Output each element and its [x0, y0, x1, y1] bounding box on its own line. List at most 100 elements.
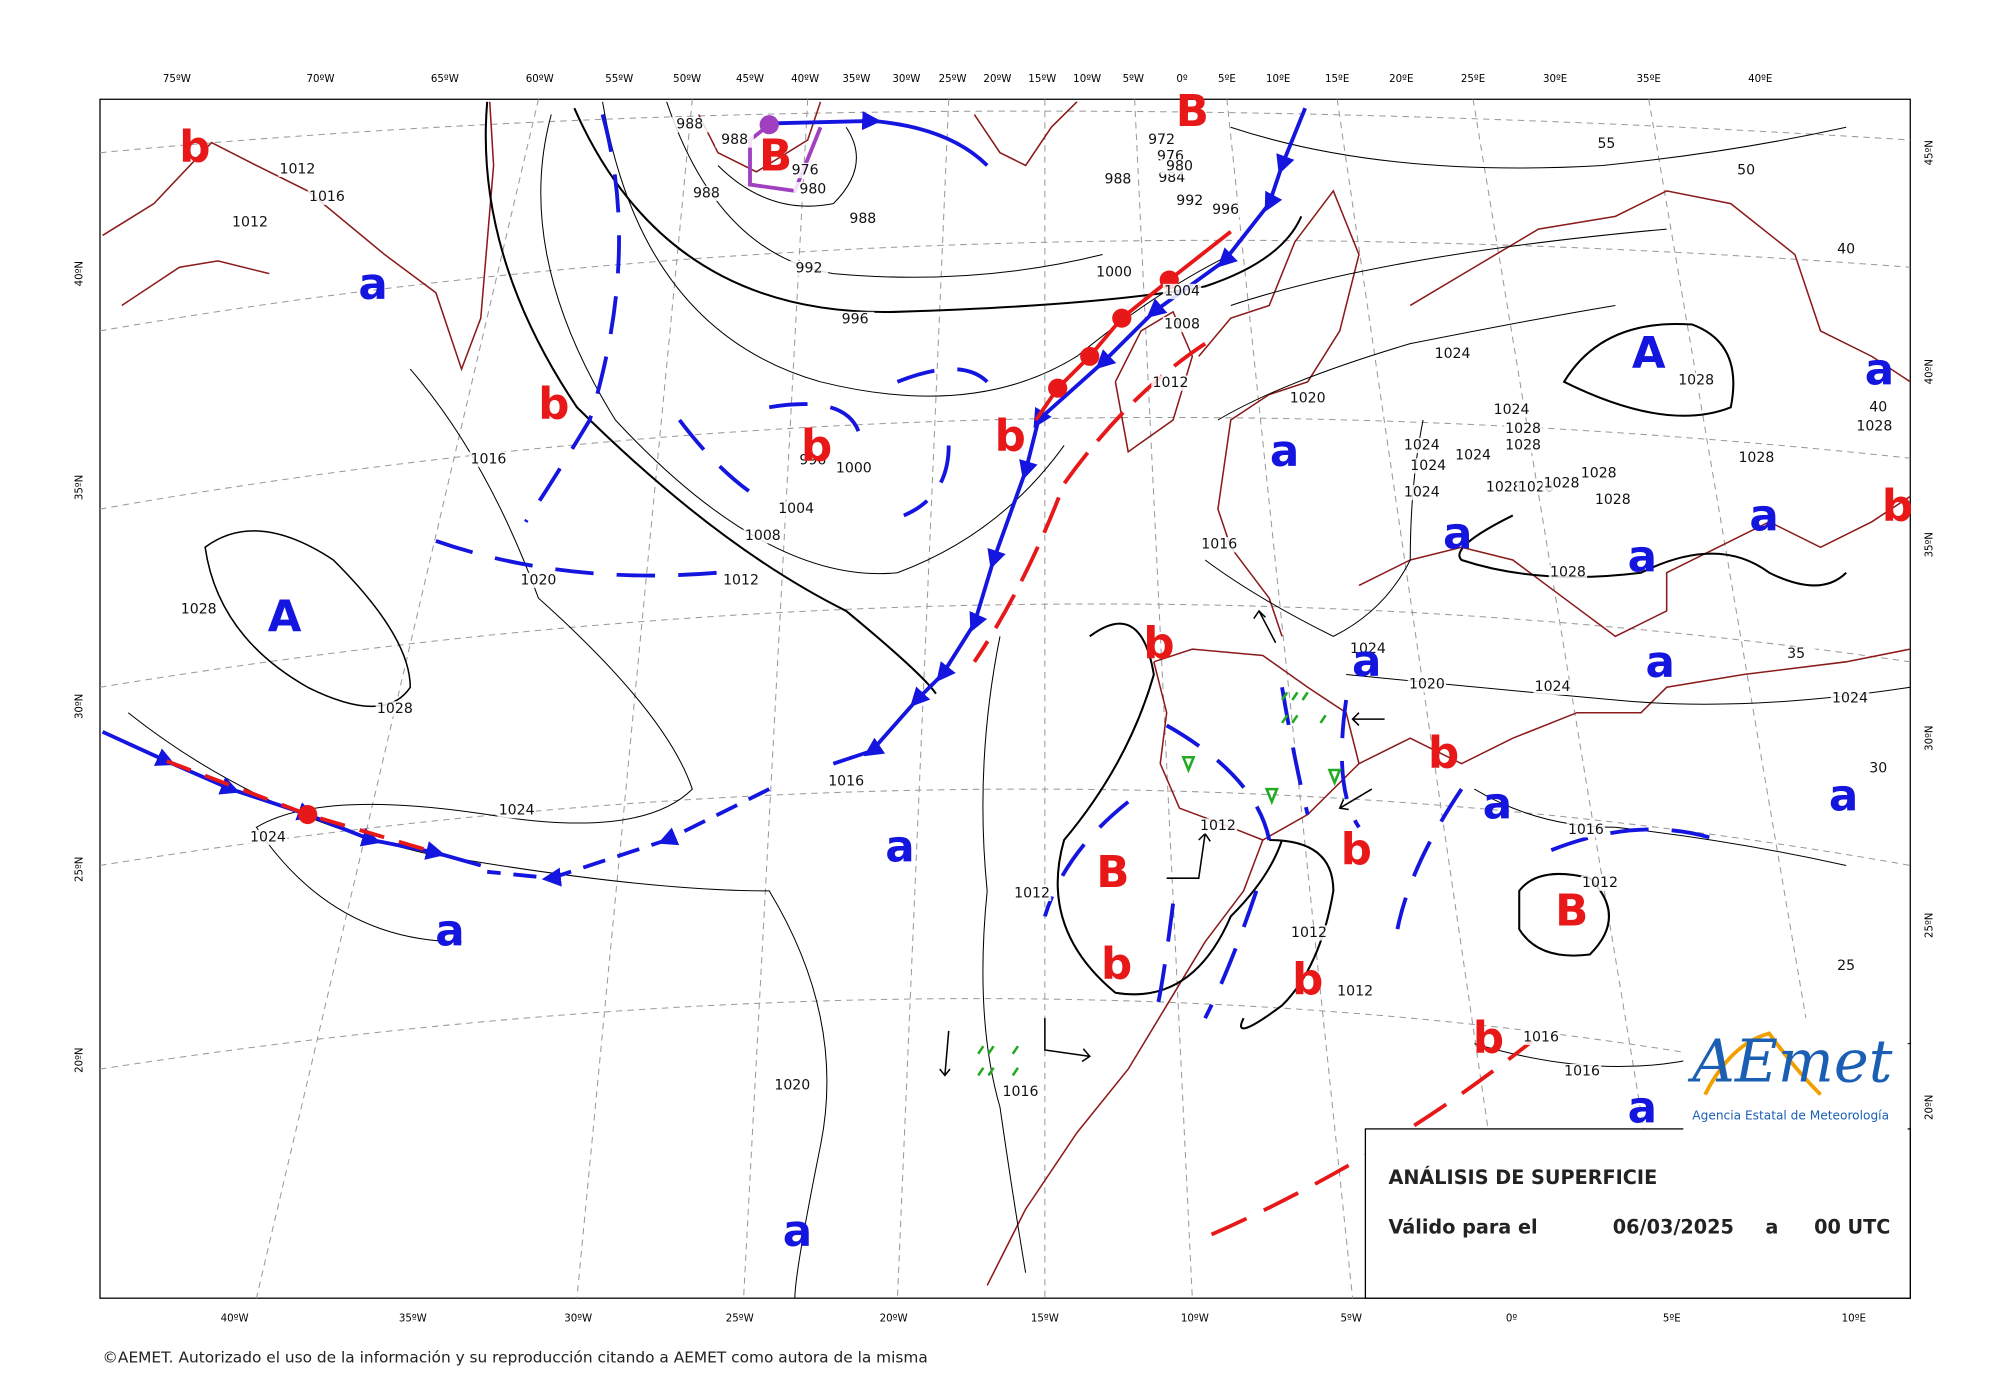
isobar-label-background [1433, 346, 1472, 362]
top-longitude-label: 30ºE [1543, 74, 1567, 85]
isobar-label: 1028 [1544, 476, 1580, 492]
isobar-label-background [1151, 375, 1190, 391]
graticule [99, 99, 1911, 1299]
isobar-label: 1016 [1564, 1064, 1600, 1080]
valid-connector: a [1765, 1216, 1778, 1239]
isobar-label: 1028 [1595, 492, 1631, 508]
isobar-label: 980 [1166, 159, 1193, 175]
right-latitude-label: 20ºN [1924, 1095, 1935, 1120]
isobar-label-background [1402, 437, 1442, 454]
isobar-label-background [1484, 479, 1524, 496]
isobar-label-background [773, 1078, 812, 1094]
top-longitude-label: 70ºW [307, 74, 335, 85]
isobar-label: 1028 [1738, 450, 1774, 466]
info-box [1364, 1128, 1911, 1299]
isobar-label: 1024 [1350, 641, 1386, 657]
isobar-label-background [1206, 202, 1245, 218]
isobar-label: 1012 [1337, 983, 1373, 999]
isobar-label-background [721, 572, 761, 588]
isobar-label: 1016 [309, 189, 345, 205]
top-longitude-label: 35ºW [842, 74, 870, 85]
isobar-label: 1028 [1581, 465, 1617, 481]
isobar-label: 1020 [774, 1078, 810, 1094]
isobar-label-background [375, 701, 415, 717]
pressure-center: a [1483, 780, 1512, 830]
isobar-label-background [519, 572, 558, 588]
top-longitude-label: 0º [1176, 74, 1188, 85]
pressure-center: a [1443, 510, 1472, 560]
left-latitude-label: 30ºN [74, 694, 85, 719]
top-longitude-label: 15ºW [1028, 74, 1056, 85]
bottom-longitude-label: 40ºW [221, 1314, 249, 1325]
left-latitude-label: 35ºN [74, 475, 85, 500]
isobar-label-background [670, 117, 709, 133]
isobar-label-background [1503, 421, 1543, 437]
logo-background [1683, 1018, 1908, 1131]
pressure-center: b [1428, 729, 1459, 779]
isobar-label: 988 [676, 117, 703, 133]
isobar-label-background [1858, 399, 1898, 415]
isobar-label-background [1579, 465, 1618, 482]
isobar-label-background [1737, 450, 1776, 466]
bottom-longitude-label: 5ºW [1341, 1314, 1362, 1325]
isobar-label-background [835, 311, 875, 328]
info-title: ANÁLISIS DE SUPERFICIE [1388, 1166, 1657, 1189]
isobar-label-background [785, 162, 825, 179]
top-longitude-label: 40ºW [791, 74, 819, 85]
top-longitude-label: 30ºW [892, 74, 920, 85]
bottom-longitude-label: 25ºW [726, 1314, 754, 1325]
pressure-center: b [801, 422, 832, 472]
top-longitude-label: 50ºW [673, 74, 701, 85]
isobar-label: 996 [1212, 202, 1239, 218]
isobar-label: 1016 [1003, 1084, 1039, 1100]
isobar-label: 1012 [279, 161, 315, 177]
isobar-label-background [1162, 316, 1202, 333]
isobar-label: 1024 [1832, 691, 1868, 707]
pressure-center: B [1096, 848, 1129, 898]
bottom-longitude-label: 5ºE [1663, 1314, 1681, 1325]
isobar-label: 992 [796, 261, 823, 277]
isobar-label: 1016 [1568, 822, 1604, 838]
left-latitude-label: 20ºN [74, 1048, 85, 1073]
isobar-label-background [1593, 492, 1633, 508]
isobar-label: 972 [1148, 132, 1175, 148]
isobar-label: 1028 [1505, 421, 1541, 437]
isobar-label-background [1580, 875, 1620, 891]
pressure-center: b [1473, 1014, 1504, 1064]
isobar-label-background [1676, 372, 1716, 389]
pressure-center: a [1270, 427, 1299, 477]
isobar-label: 1028 [1678, 373, 1714, 389]
top-longitude-label: 55ºW [605, 74, 633, 85]
isobar-label: 1000 [836, 460, 872, 476]
isobar-label: 1024 [1404, 485, 1440, 501]
pressure-center: a [435, 907, 464, 957]
pressure-center: a [1646, 638, 1675, 688]
isobar-label: 1024 [1410, 458, 1446, 474]
isobar-label: 1012 [1582, 875, 1618, 891]
isobar-label: 50 [1737, 163, 1755, 179]
top-longitude-label: 45ºW [736, 74, 764, 85]
isobar-label: 1028 [1486, 479, 1522, 495]
top-longitude-label: 15ºE [1325, 74, 1349, 85]
right-latitude-label: 35ºN [1924, 532, 1935, 557]
logo-subtitle: Agencia Estatal de Meteorología [1692, 1109, 1889, 1123]
isobar-label-background [789, 260, 829, 277]
isobar-label-background [1548, 565, 1588, 581]
isobar-label: 1004 [1164, 283, 1200, 299]
isobar-label-background [1198, 818, 1238, 834]
pressure-center: a [358, 260, 387, 310]
isobar-label-background [230, 215, 270, 231]
isobar-label: 980 [799, 182, 826, 198]
isobar-label: 1028 [1505, 437, 1541, 453]
isobar-label: 1004 [778, 501, 814, 517]
pressure-center: a [783, 1207, 812, 1257]
left-latitude-label: 40ºN [74, 261, 85, 286]
right-latitude-label: 30ºN [1924, 726, 1935, 751]
isobar-label-background [1289, 925, 1329, 941]
isobar-label-background [1142, 132, 1181, 148]
isobar-label-background [1288, 390, 1327, 406]
pressure-center: a [1628, 1084, 1657, 1134]
isobar-label: 988 [1104, 171, 1131, 187]
isobar-label-background [1566, 822, 1606, 838]
